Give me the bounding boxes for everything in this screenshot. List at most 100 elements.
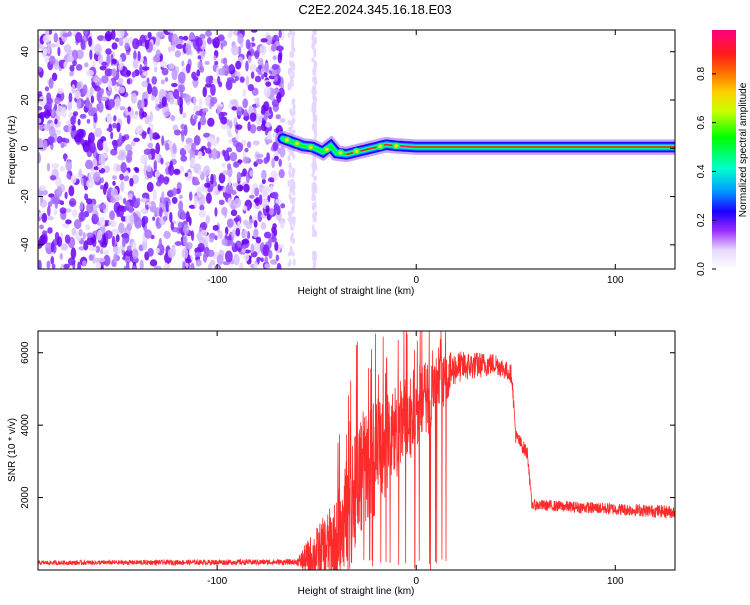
noise-speckle — [94, 43, 102, 55]
noise-speckle — [229, 63, 234, 72]
noise-speckle — [170, 114, 176, 122]
noise-speckle — [253, 260, 258, 269]
gap-speckle — [292, 129, 296, 134]
colorbar-tick-label: 0.6 — [696, 115, 707, 129]
noise-speckle — [245, 60, 249, 72]
noise-speckle — [115, 96, 121, 107]
gap-speckle — [287, 210, 291, 217]
noise-speckle — [63, 263, 70, 269]
colorbar-tick-label: 0.4 — [696, 164, 707, 178]
noise-speckle — [224, 250, 233, 263]
gap-speckle — [313, 261, 317, 268]
noise-speckle — [38, 43, 43, 49]
x-tick-label: 100 — [607, 275, 624, 286]
noise-speckle — [67, 257, 76, 266]
noise-speckle — [68, 92, 73, 103]
noise-speckle — [255, 113, 263, 125]
noise-speckle — [182, 35, 189, 41]
noise-speckle — [111, 228, 120, 235]
noise-speckle — [197, 55, 202, 60]
noise-speckle — [198, 209, 206, 218]
noise-speckle — [253, 97, 258, 104]
noise-speckle — [89, 86, 94, 98]
noise-speckle — [263, 62, 270, 73]
noise-speckle — [38, 118, 42, 124]
noise-speckle — [261, 186, 269, 197]
noise-speckle — [180, 212, 187, 220]
noise-speckle — [204, 96, 212, 104]
noise-speckle — [276, 262, 282, 269]
noise-speckle — [179, 103, 183, 115]
noise-speckle — [265, 81, 272, 87]
noise-speckle — [38, 151, 41, 163]
noise-speckle — [161, 67, 169, 76]
noise-speckle — [171, 196, 178, 204]
noise-speckle — [97, 153, 106, 165]
noise-speckle — [222, 57, 228, 65]
noise-speckle — [177, 221, 183, 229]
noise-speckle — [154, 151, 160, 163]
noise-speckle — [141, 131, 147, 140]
colorbar-tick-label: 0.8 — [696, 67, 707, 81]
noise-speckle — [77, 261, 82, 269]
noise-speckle — [239, 185, 243, 192]
x-tick-label: -100 — [207, 275, 227, 286]
noise-speckle — [39, 211, 43, 218]
noise-speckle — [153, 265, 162, 269]
noise-speckle — [47, 205, 51, 217]
y-tick-label: 2000 — [20, 486, 31, 509]
gap-speckle — [288, 30, 292, 34]
noise-speckle — [51, 263, 56, 269]
gap-speckle — [312, 93, 316, 102]
noise-speckle — [236, 171, 242, 182]
gap-speckle — [287, 155, 291, 162]
noise-speckle — [63, 153, 67, 162]
gap-speckle — [289, 165, 293, 171]
noise-speckle — [193, 96, 197, 106]
noise-speckle — [167, 30, 176, 33]
noise-speckle — [38, 185, 47, 192]
noise-speckle — [210, 83, 216, 96]
noise-speckle — [139, 64, 143, 76]
noise-speckle — [229, 120, 233, 129]
noise-speckle — [131, 248, 139, 260]
colorbar — [712, 30, 736, 269]
noise-speckle — [264, 139, 273, 144]
noise-speckle — [188, 191, 193, 201]
noise-speckle — [279, 145, 286, 158]
noise-speckle — [174, 50, 182, 58]
noise-speckle — [199, 116, 207, 126]
signal-blob-core — [294, 141, 299, 146]
noise-speckle — [274, 241, 279, 252]
noise-speckle — [163, 176, 170, 185]
noise-speckle — [106, 127, 113, 132]
noise-speckle — [218, 230, 223, 239]
noise-speckle — [100, 184, 104, 190]
noise-speckle — [263, 231, 272, 239]
noise-speckle — [179, 147, 187, 157]
noise-speckle — [205, 30, 212, 37]
noise-speckle — [87, 132, 95, 144]
gap-speckle — [291, 38, 295, 46]
noise-speckle — [46, 92, 52, 102]
noise-speckle — [202, 252, 208, 263]
noise-speckle — [158, 237, 163, 250]
noise-speckle — [131, 113, 138, 120]
noise-speckle — [149, 111, 153, 123]
noise-speckle — [110, 197, 117, 204]
noise-speckle — [106, 115, 113, 124]
noise-speckle — [130, 92, 138, 104]
noise-speckle — [185, 63, 191, 74]
noise-speckle — [67, 31, 72, 37]
noise-speckle — [139, 259, 144, 269]
noise-speckle — [242, 88, 247, 97]
gap-speckle — [313, 68, 317, 76]
noise-speckle — [115, 234, 120, 243]
y-tick-label: -40 — [20, 237, 31, 252]
y-tick-label: 6000 — [20, 341, 31, 364]
noise-speckle — [203, 165, 211, 176]
noise-speckle — [254, 187, 260, 197]
noise-speckle — [173, 88, 180, 100]
noise-speckle — [104, 230, 113, 240]
gap-speckle — [290, 149, 294, 157]
